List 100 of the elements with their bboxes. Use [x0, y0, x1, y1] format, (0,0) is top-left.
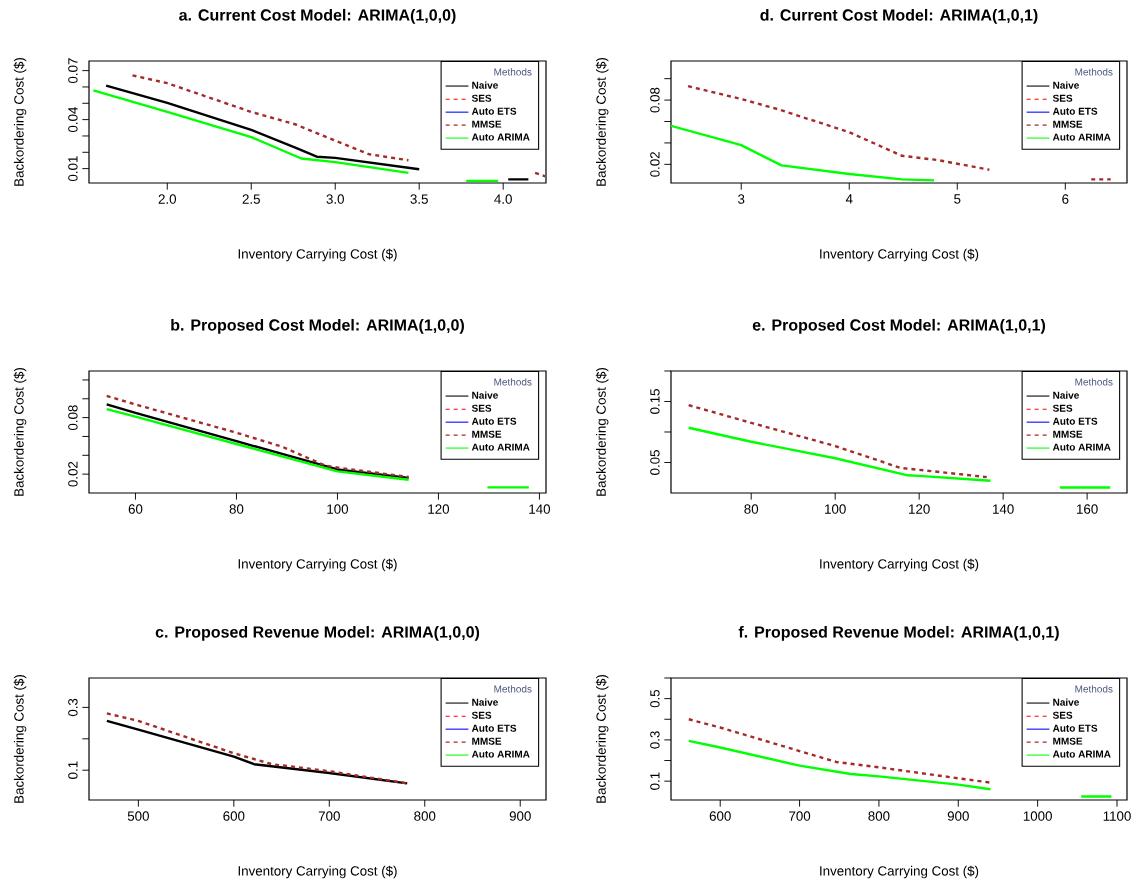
y-tick-label: 0.3 — [68, 698, 78, 717]
legend-title: Methods — [494, 378, 532, 386]
x-tick-label: 3.0 — [326, 194, 344, 204]
y-axis-title: Backordering Cost ($) — [13, 58, 27, 186]
chart-title: d. Current Cost Model: ARIMA(1,0,1) — [760, 8, 1038, 24]
legend-label: Auto ETS — [471, 107, 517, 115]
x-tick-label: 700 — [789, 811, 811, 821]
y-tick-label: 0.02 — [68, 461, 78, 487]
legend-label: Auto ETS — [1052, 107, 1098, 115]
x-tick-label: 60 — [128, 504, 143, 514]
chart-title: e. Proposed Cost Model: ARIMA(1,0,1) — [752, 318, 1046, 334]
y-tick-label: 0.05 — [650, 450, 660, 475]
y-tick-label: 0.1 — [68, 761, 78, 779]
legend-label: MMSE — [472, 430, 502, 438]
y-tick-label: 0.1 — [650, 772, 660, 790]
y-tick-label: 0.02 — [650, 152, 660, 177]
legend-label: Naive — [1053, 81, 1079, 89]
x-tick-label: 3 — [738, 194, 745, 204]
y-axis-title: Backordering Cost ($) — [13, 675, 27, 803]
y-axis-title: Backordering Cost ($) — [595, 368, 609, 496]
y-tick-label: 0.15 — [650, 389, 660, 414]
chart-title: b. Proposed Cost Model: ARIMA(1,0,0) — [171, 318, 464, 334]
legend-label: Auto ARIMA — [471, 750, 530, 758]
legend-label: MMSE — [1053, 120, 1083, 128]
legend-label: Auto ARIMA — [1052, 443, 1111, 451]
legend-label: SES — [471, 404, 492, 412]
x-axis-title: Inventory Carrying Cost ($) — [238, 558, 397, 572]
legend-label: Naive — [1053, 391, 1079, 399]
y-axis-title: Backordering Cost ($) — [595, 58, 609, 186]
y-tick-label: 0.5 — [650, 689, 660, 708]
x-tick-label: 900 — [947, 811, 969, 821]
x-tick-label: 3.5 — [410, 194, 428, 204]
x-tick-label: 120 — [909, 504, 930, 514]
chart-title: a. Current Cost Model: ARIMA(1,0,0) — [179, 8, 456, 24]
x-tick-label: 1100 — [1103, 811, 1131, 821]
x-tick-label: 120 — [428, 504, 450, 514]
legend-label: Auto ARIMA — [1052, 133, 1111, 141]
y-tick-label: 0.3 — [650, 731, 660, 749]
legend-label: Auto ARIMA — [1052, 750, 1111, 758]
legend-label: Auto ETS — [1052, 724, 1098, 732]
legend-label: MMSE — [1053, 430, 1083, 438]
legend-label: MMSE — [472, 737, 502, 745]
x-tick-label: 5 — [954, 194, 961, 204]
legend-label: SES — [471, 94, 492, 102]
legend-label: SES — [1052, 94, 1073, 102]
legend-label: SES — [1052, 711, 1073, 719]
line-series — [671, 124, 936, 182]
legend-title: Methods — [1075, 68, 1113, 76]
x-tick-label: 2.0 — [158, 194, 177, 204]
legend-label: Auto ARIMA — [471, 133, 530, 141]
legend-label: Auto ETS — [471, 417, 517, 425]
y-tick-label: 0.08 — [68, 405, 78, 431]
x-tick-label: 600 — [223, 811, 245, 821]
legend-title: Methods — [1075, 378, 1113, 386]
x-tick-label: 100 — [327, 504, 349, 514]
legend-label: Naive — [472, 391, 498, 399]
x-tick-label: 500 — [127, 811, 149, 821]
x-tick-label: 140 — [529, 504, 551, 514]
legend-label: SES — [1052, 404, 1073, 412]
legend-label: Naive — [1053, 698, 1079, 706]
x-tick-label: 6 — [1062, 194, 1069, 204]
x-tick-label: 80 — [229, 504, 244, 514]
legend-label: Auto ETS — [471, 724, 517, 732]
x-tick-label: 4.0 — [494, 194, 512, 204]
y-tick-label: 0.04 — [68, 107, 78, 133]
legend-label: Auto ARIMA — [471, 443, 530, 451]
legend-label: Naive — [472, 81, 498, 89]
legend-label: SES — [471, 711, 492, 719]
y-tick-label: 0.08 — [650, 87, 660, 113]
x-axis-title: Inventory Carrying Cost ($) — [238, 865, 397, 879]
legend-title: Methods — [1075, 685, 1113, 693]
x-axis-title: Inventory Carrying Cost ($) — [238, 248, 397, 262]
x-tick-label: 140 — [993, 504, 1014, 514]
line-series — [687, 718, 992, 784]
y-tick-label: 0.07 — [68, 58, 78, 84]
chart-title: c. Proposed Revenue Model: ARIMA(1,0,0) — [155, 625, 480, 641]
legend-label: MMSE — [472, 120, 502, 128]
x-tick-label: 700 — [318, 811, 340, 821]
y-axis-title: Backordering Cost ($) — [595, 675, 609, 803]
x-tick-label: 160 — [1077, 504, 1098, 514]
x-tick-label: 1000 — [1023, 811, 1052, 821]
legend-title: Methods — [494, 685, 532, 693]
y-axis-title: Backordering Cost ($) — [13, 368, 27, 496]
x-axis-title: Inventory Carrying Cost ($) — [820, 558, 979, 572]
line-series — [687, 403, 988, 479]
x-tick-label: 800 — [414, 811, 436, 821]
x-tick-label: 80 — [744, 504, 759, 514]
y-tick-label: 0.01 — [68, 156, 78, 182]
x-tick-label: 100 — [825, 504, 846, 514]
chart-title: f. Proposed Revenue Model: ARIMA(1,0,1) — [738, 625, 1059, 641]
legend-label: MMSE — [1053, 737, 1083, 745]
x-tick-label: 4 — [845, 194, 853, 204]
legend-label: Naive — [472, 698, 498, 706]
legend-title: Methods — [494, 68, 532, 76]
x-tick-label: 2.5 — [242, 194, 260, 204]
x-axis-title: Inventory Carrying Cost ($) — [820, 248, 979, 262]
x-tick-label: 600 — [709, 811, 731, 821]
legend-label: Auto ETS — [1052, 417, 1098, 425]
x-tick-label: 900 — [509, 811, 531, 821]
x-axis-title: Inventory Carrying Cost ($) — [820, 865, 979, 879]
